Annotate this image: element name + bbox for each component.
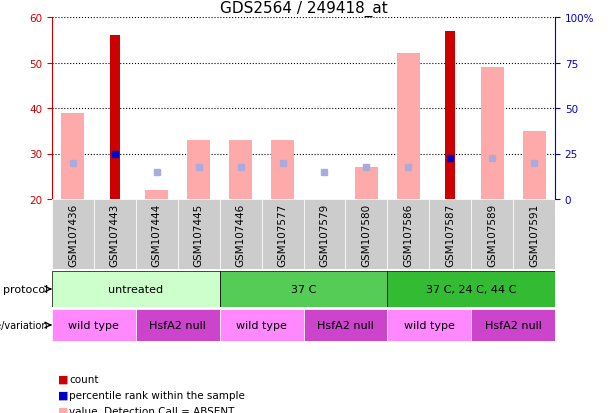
Bar [522,131,546,199]
Bar [145,190,169,199]
Text: GSM107577: GSM107577 [278,203,287,266]
Bar [219,271,387,307]
Text: HsfA2 null: HsfA2 null [317,320,374,330]
Bar [187,140,210,199]
Text: GSM107446: GSM107446 [235,203,246,266]
Bar [136,309,219,341]
Text: GSM107586: GSM107586 [403,203,413,266]
Bar [219,199,262,269]
Bar [355,168,378,199]
Text: GSM107436: GSM107436 [68,203,78,266]
Text: HsfA2 null: HsfA2 null [150,320,206,330]
Text: HsfA2 null: HsfA2 null [485,320,541,330]
Bar [471,199,513,269]
Bar [61,113,85,199]
Bar [110,36,120,199]
Text: GSM107591: GSM107591 [529,203,539,266]
Bar [397,54,420,199]
Text: wild type: wild type [236,320,287,330]
Bar [136,199,178,269]
Bar [52,199,94,269]
Text: GSM107444: GSM107444 [152,203,162,266]
Text: genotype/variation: genotype/variation [0,320,48,330]
Bar [429,199,471,269]
Text: ■: ■ [58,406,68,413]
Bar [345,199,387,269]
Text: GSM107445: GSM107445 [194,203,204,266]
Bar [303,309,387,341]
Text: GSM107587: GSM107587 [445,203,455,266]
Text: percentile rank within the sample: percentile rank within the sample [69,390,245,400]
Bar [387,309,471,341]
Bar [271,140,294,199]
Bar [481,68,504,199]
Bar [229,140,252,199]
Text: GSM107580: GSM107580 [362,203,371,266]
Text: 37 C, 24 C, 44 C: 37 C, 24 C, 44 C [426,284,516,294]
Bar [387,271,555,307]
Bar [94,199,136,269]
Bar [178,199,219,269]
Bar [52,271,219,307]
Text: value, Detection Call = ABSENT: value, Detection Call = ABSENT [69,406,235,413]
Bar [52,309,136,341]
Bar [471,309,555,341]
Text: wild type: wild type [69,320,120,330]
Bar [219,309,303,341]
Bar [303,199,345,269]
Text: ■: ■ [58,390,68,400]
Bar [445,31,455,199]
Text: protocol: protocol [2,284,48,294]
Bar [262,199,303,269]
Text: count: count [69,374,99,384]
Bar [387,199,429,269]
Bar [513,199,555,269]
Text: GSM107589: GSM107589 [487,203,497,266]
Text: GSM107443: GSM107443 [110,203,120,266]
Text: ■: ■ [58,374,68,384]
Text: GSM107579: GSM107579 [319,203,329,266]
Text: wild type: wild type [404,320,455,330]
Title: GDS2564 / 249418_at: GDS2564 / 249418_at [219,0,387,17]
Text: untreated: untreated [109,284,164,294]
Text: 37 C: 37 C [291,284,316,294]
